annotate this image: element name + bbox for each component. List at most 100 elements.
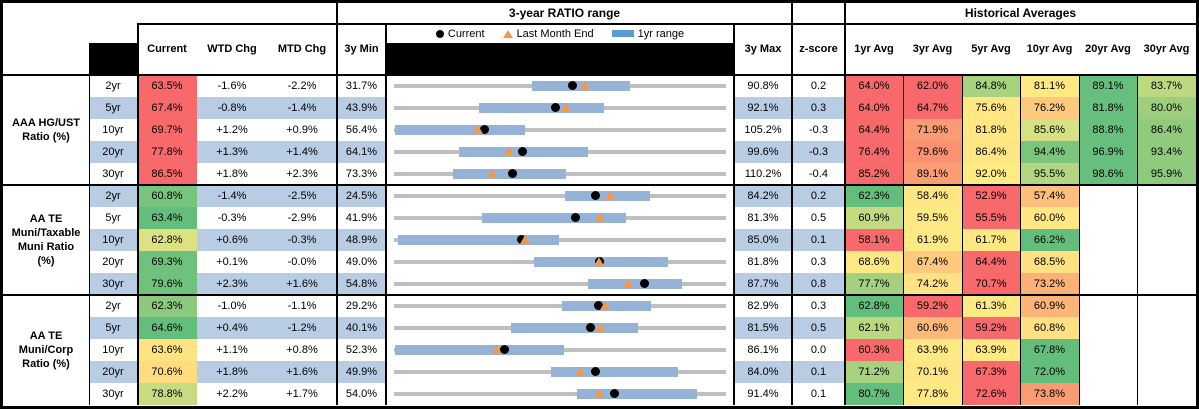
last-month-end-marker	[492, 345, 503, 354]
current-marker	[591, 191, 601, 200]
current-marker	[591, 367, 601, 376]
avg-cell: 88.8%	[1079, 119, 1137, 141]
range-chart-cell	[386, 97, 734, 119]
max-3y-cell: 110.2%	[734, 163, 792, 185]
max-3y-cell: 99.6%	[734, 141, 792, 163]
wtd-chg-cell: +2.2%	[197, 383, 267, 405]
divider	[1020, 75, 1021, 405]
mtd-chg-cell: -2.5%	[267, 185, 337, 207]
avg-cell: 81.8%	[1079, 97, 1137, 119]
z-score-cell: 0.0	[792, 339, 845, 361]
wtd-chg-cell: +1.8%	[197, 361, 267, 383]
legend-item-current: Current	[435, 27, 485, 40]
avg-cell: 74.2%	[903, 273, 962, 295]
avg-cell: 66.2%	[1020, 229, 1079, 251]
mtd-chg-cell: +1.6%	[267, 361, 337, 383]
current-marker	[479, 125, 489, 134]
z-score-cell: 0.1	[792, 229, 845, 251]
mtd-chg-cell: -0.3%	[267, 229, 337, 251]
current-value-cell: 78.8%	[137, 383, 197, 405]
current-marker	[517, 147, 527, 156]
divider	[0, 406, 1199, 409]
current-marker	[568, 81, 578, 90]
avg-cell: 62.8%	[845, 295, 903, 317]
wtd-chg-cell: +1.2%	[197, 119, 267, 141]
avg-cell: 86.4%	[1137, 119, 1196, 141]
divider	[3, 294, 1196, 296]
col-header-3y-min: 3y Min	[344, 43, 379, 55]
tenor-cell: 20yr	[89, 361, 137, 383]
tenor-cell: 5yr	[89, 97, 137, 119]
last-month-end-marker	[487, 169, 498, 178]
avg-cell: 71.2%	[845, 361, 903, 383]
avg-cell: 62.0%	[903, 75, 962, 97]
min-3y-cell: 64.1%	[337, 141, 386, 163]
current-value-cell: 69.7%	[137, 119, 197, 141]
max-3y-cell: 90.8%	[734, 75, 792, 97]
current-value-cell: 67.4%	[137, 97, 197, 119]
wtd-chg-cell: -0.3%	[197, 207, 267, 229]
range-section-title: 3-year RATIO range	[508, 6, 621, 20]
tenor-cell: 10yr	[89, 119, 137, 141]
current-marker	[500, 345, 510, 354]
range-chart-cell	[386, 251, 734, 273]
avg-cell: 80.0%	[1137, 97, 1196, 119]
legend-1yr-range-label: 1yr range	[637, 27, 685, 40]
divider	[89, 75, 90, 405]
range-chart-cell	[386, 383, 734, 405]
1yr-range-bar	[550, 367, 679, 377]
avg-cell: 89.1%	[903, 163, 962, 185]
max-3y-cell: 85.0%	[734, 229, 792, 251]
max-3y-cell: 81.3%	[734, 207, 792, 229]
tenor-cell: 10yr	[89, 229, 137, 251]
avg-cell: 76.2%	[1020, 97, 1079, 119]
avg-cell: 59.5%	[903, 207, 962, 229]
z-score-cell: -0.4	[792, 163, 845, 185]
1yr-range-bar	[511, 323, 638, 333]
tenor-cell: 20yr	[89, 141, 137, 163]
avg-cell: 71.9%	[903, 119, 962, 141]
1yr-range-bar	[576, 389, 697, 399]
1yr-range-bar	[482, 213, 626, 223]
legend-current-label: Current	[447, 27, 485, 40]
min-3y-cell: 49.0%	[337, 251, 386, 273]
avg-cell: 81.8%	[962, 119, 1020, 141]
current-value-cell: 60.8%	[137, 185, 197, 207]
avg-cell: 70.7%	[962, 273, 1020, 295]
min-3y-cell: 40.1%	[337, 317, 386, 339]
last-month-end-marker	[560, 103, 571, 112]
avg-cell: 61.9%	[903, 229, 962, 251]
group-label: AA TE Muni/Taxable Muni Ratio (%)	[3, 185, 89, 295]
max-3y-cell: 81.8%	[734, 251, 792, 273]
avg-cell: 68.6%	[845, 251, 903, 273]
3y-range-track	[394, 238, 726, 242]
mtd-chg-cell: -1.1%	[267, 295, 337, 317]
range-chart-cell	[386, 295, 734, 317]
range-chart-cell	[386, 273, 734, 295]
range-chart-cell	[386, 229, 734, 251]
current-marker	[551, 103, 561, 112]
min-3y-cell: 52.3%	[337, 339, 386, 361]
current-value-cell: 79.6%	[137, 273, 197, 295]
tenor-cell: 5yr	[89, 207, 137, 229]
current-value-cell: 86.5%	[137, 163, 197, 185]
min-3y-cell: 29.2%	[337, 295, 386, 317]
current-marker	[639, 279, 649, 288]
divider	[3, 74, 1196, 76]
max-3y-cell: 92.1%	[734, 97, 792, 119]
avg-cell: 93.4%	[1137, 141, 1196, 163]
wtd-chg-cell: -1.4%	[197, 185, 267, 207]
max-3y-cell: 84.2%	[734, 185, 792, 207]
tenor-cell: 20yr	[89, 251, 137, 273]
legend-item-1yr-range: 1yr range	[611, 27, 685, 40]
avg-cell: 95.9%	[1137, 163, 1196, 185]
wtd-chg-cell: +0.4%	[197, 317, 267, 339]
mtd-chg-cell: +1.4%	[267, 141, 337, 163]
z-score-cell: -0.3	[792, 141, 845, 163]
col-header-current: Current	[147, 43, 187, 55]
current-value-cell: 70.6%	[137, 361, 197, 383]
mtd-chg-cell: +2.3%	[267, 163, 337, 185]
col-header-3y-max: 3y Max	[744, 43, 782, 55]
avg-cell: 73.2%	[1020, 273, 1079, 295]
